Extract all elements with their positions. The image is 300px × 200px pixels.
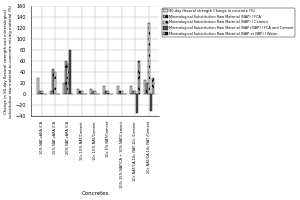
Bar: [40, 91, 43, 94]
Bar: [94, 91, 96, 94]
Bar: [37, 78, 39, 94]
Bar: [143, 80, 146, 94]
Bar: [81, 91, 83, 94]
Bar: [92, 91, 94, 94]
Bar: [63, 83, 65, 94]
X-axis label: Concretes: Concretes: [81, 191, 109, 196]
Bar: [149, 94, 152, 111]
Bar: [119, 91, 121, 94]
Bar: [107, 91, 110, 94]
Bar: [148, 23, 149, 94]
Y-axis label: Change in 90-day flexural strength and mineralogical
substitution raw material-t: Change in 90-day flexural strength and m…: [4, 4, 13, 118]
Bar: [79, 91, 81, 94]
Bar: [65, 61, 68, 94]
Bar: [138, 61, 140, 94]
Bar: [117, 86, 119, 94]
Bar: [39, 91, 41, 94]
Bar: [134, 91, 136, 94]
Bar: [146, 83, 148, 94]
Bar: [77, 89, 79, 94]
Bar: [130, 86, 132, 94]
Bar: [132, 91, 134, 94]
Bar: [50, 91, 52, 94]
Bar: [52, 69, 54, 94]
Bar: [68, 64, 69, 94]
Bar: [103, 86, 105, 94]
Bar: [90, 89, 92, 94]
Bar: [121, 91, 123, 94]
Bar: [136, 94, 138, 113]
Bar: [69, 50, 71, 94]
Bar: [105, 91, 107, 94]
Bar: [152, 78, 154, 94]
Bar: [54, 72, 56, 94]
Legend: 90-day flexural strength Change in concrete (%), Mineralogical Substitution Raw : 90-day flexural strength Change in concr…: [162, 8, 295, 37]
